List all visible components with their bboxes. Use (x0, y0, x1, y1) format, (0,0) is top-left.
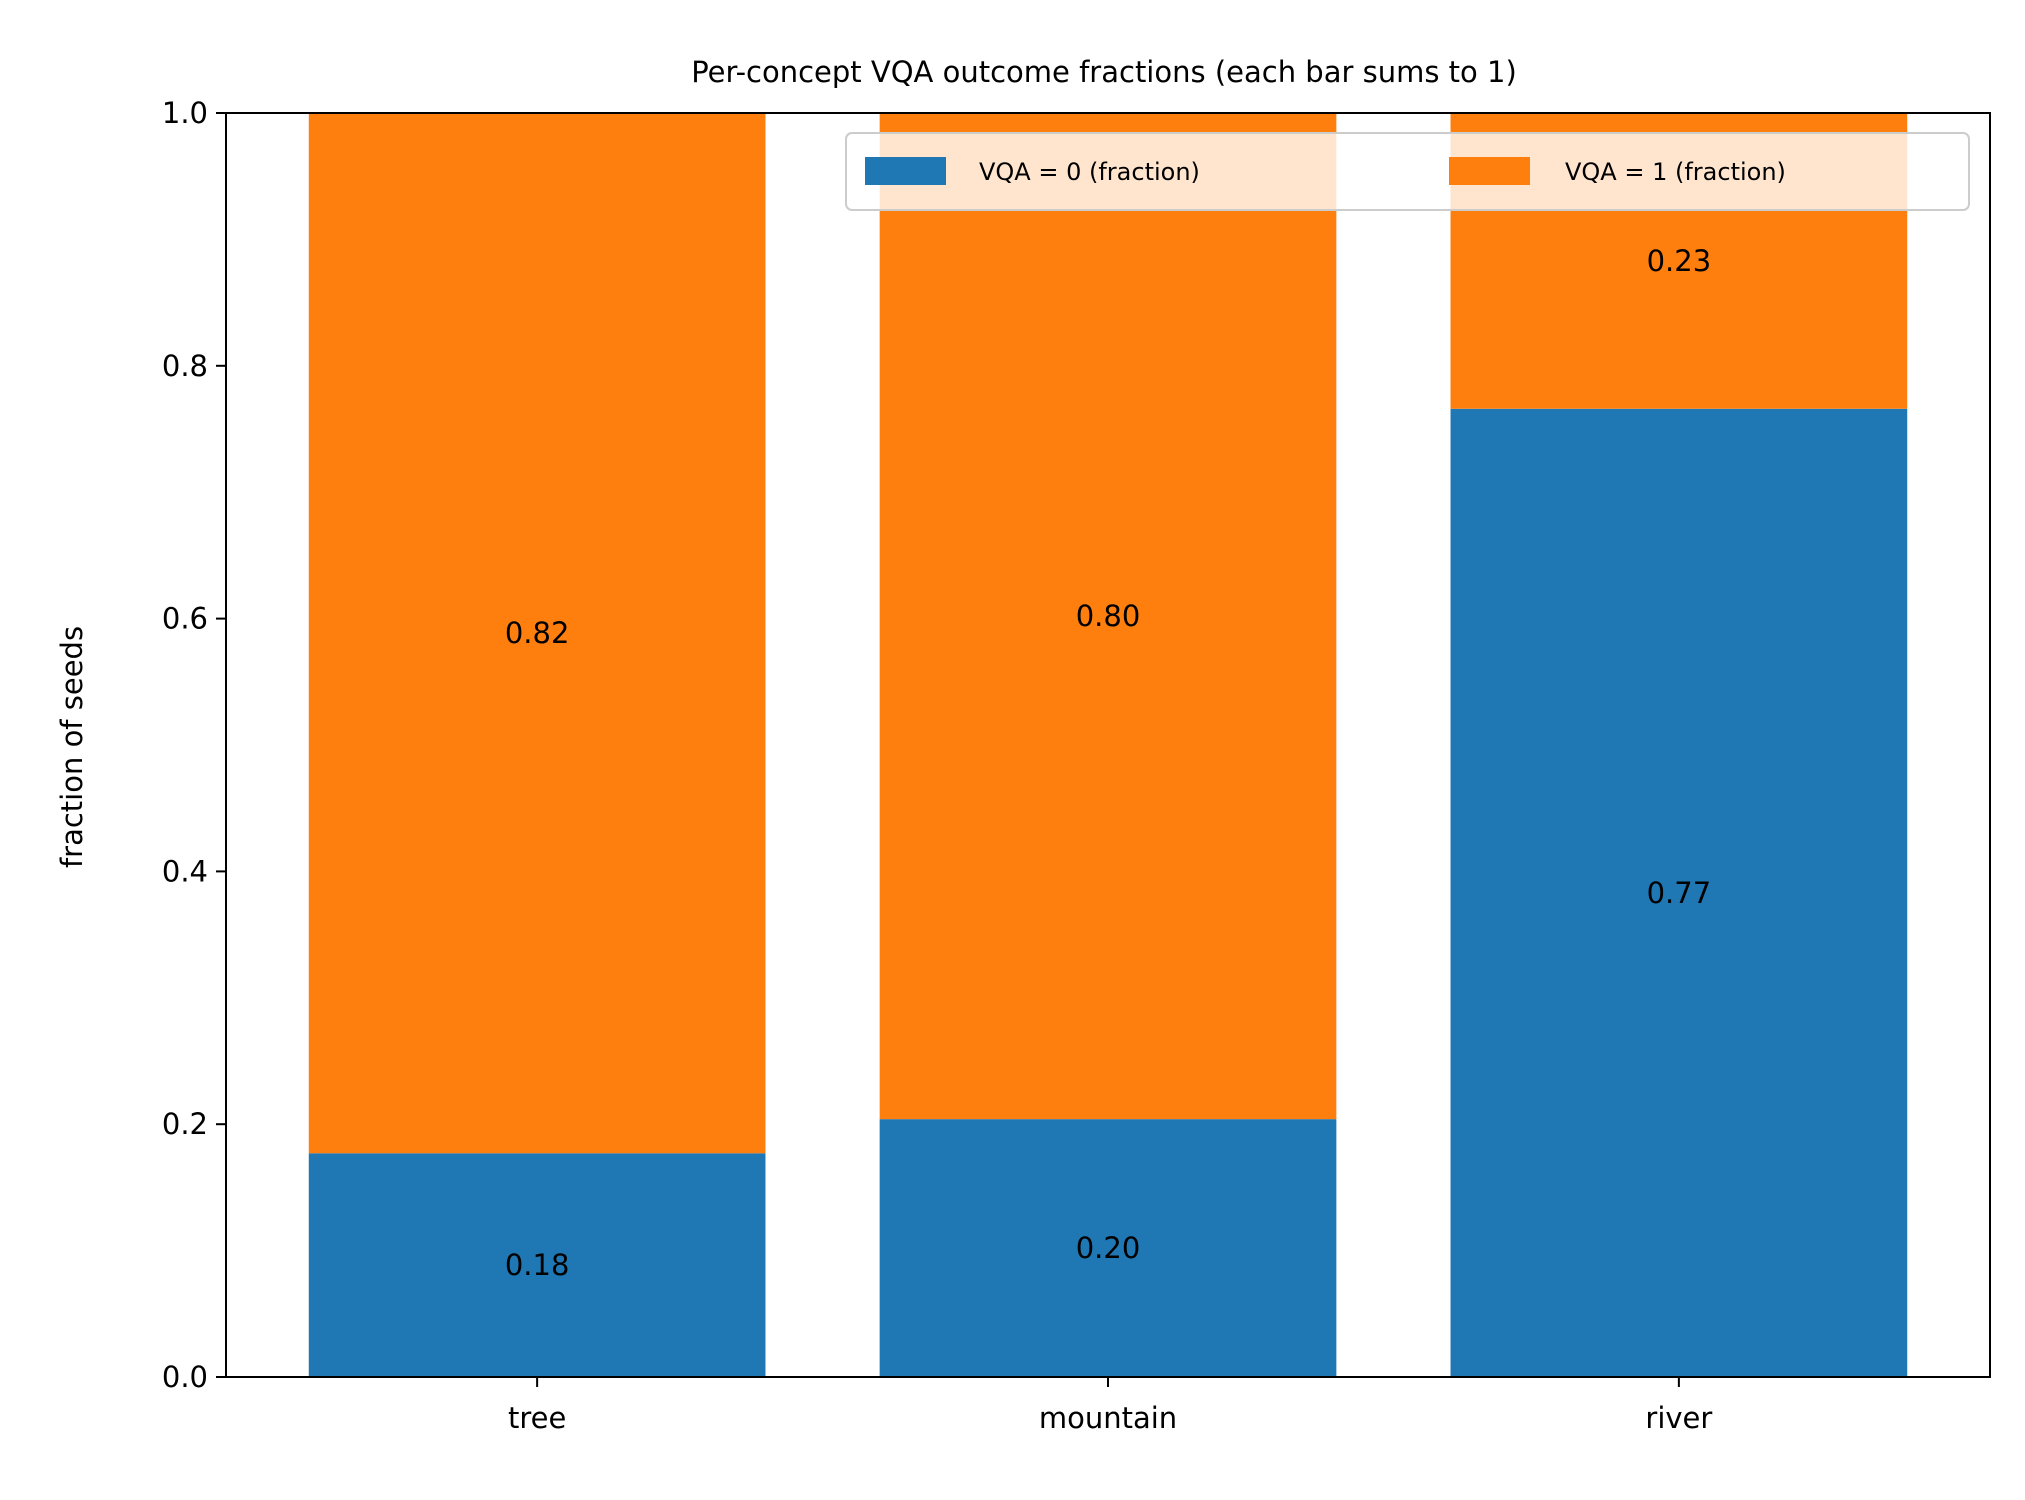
legend-label-series-0: VQA = 0 (fraction) (979, 158, 1200, 186)
data-label-tree-series-0: 0.18 (505, 1248, 570, 1282)
y-tick-label: 1.0 (162, 96, 208, 130)
bar-mountain-series-1 (879, 113, 1337, 1120)
legend-box (845, 132, 1970, 211)
plot-area-frame (225, 112, 1991, 1378)
legend-label-series-1: VQA = 1 (fraction) (1565, 158, 1786, 186)
y-tick-label: 0.2 (162, 1107, 208, 1141)
y-tick-label: 0.0 (162, 1360, 208, 1394)
y-tick-label: 0.6 (162, 602, 208, 636)
x-tick-label-river: river (1645, 1401, 1712, 1435)
legend: VQA = 0 (fraction) VQA = 1 (fraction) (845, 132, 1970, 211)
bar-mountain-series-0 (879, 1119, 1337, 1377)
y-axis-label: fraction of seeds (55, 626, 89, 868)
data-label-mountain-series-1: 0.80 (1076, 599, 1141, 633)
chart-title: Per-concept VQA outcome fractions (each … (691, 55, 1517, 89)
data-labels-layer: 0.18 0.82 0.20 0.80 0.77 0.23 (505, 244, 1711, 1282)
data-label-tree-series-1: 0.82 (505, 616, 570, 650)
y-tick-label: 0.4 (162, 854, 208, 888)
data-label-mountain-series-0: 0.20 (1076, 1231, 1141, 1265)
x-axis-ticks: tree mountain river (508, 1377, 1712, 1435)
data-label-river-series-1: 0.23 (1647, 244, 1712, 278)
bar-tree-series-1 (308, 113, 766, 1154)
data-label-river-series-0: 0.77 (1647, 876, 1712, 910)
x-tick-label-tree: tree (508, 1401, 566, 1435)
legend-swatch-series-0 (865, 157, 946, 185)
bars-layer (308, 113, 1908, 1377)
x-tick-label-mountain: mountain (1039, 1401, 1177, 1435)
bar-river-series-0 (1450, 408, 1908, 1377)
bar-tree-series-0 (308, 1153, 766, 1377)
y-axis-ticks: 0.0 0.2 0.4 0.6 0.8 1.0 (162, 96, 226, 1394)
y-tick-label: 0.8 (162, 349, 208, 383)
legend-swatch-series-1 (1449, 157, 1530, 185)
